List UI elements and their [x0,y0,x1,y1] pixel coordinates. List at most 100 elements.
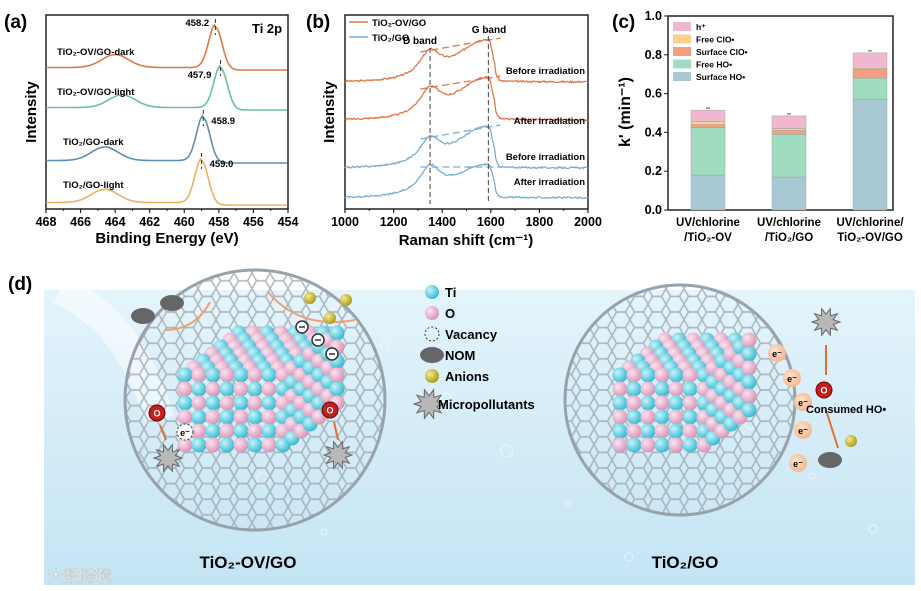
bar-segment-Surface HO• [771,176,807,211]
raman-spectrum-line [344,76,589,122]
ti-atom [612,395,628,411]
bubble [624,552,634,562]
category-label: /TiO₂/GO [765,232,813,244]
vacancy-legend-icon [424,326,440,342]
o-atom [668,409,684,425]
y-tick-label: 0.4 [645,125,662,139]
micropollutant-icon [810,307,842,337]
legend-label: Free ClO• [696,35,734,45]
panel-b-raman-chart: (b) Intensity Raman shift (cm⁻¹) 1000 1200 14… [306,12,602,249]
bubble [320,528,328,536]
trend-dashed-line [420,124,501,140]
peak-value-label: 458.9 [211,116,235,127]
peak-value-label: 458.2 [185,18,209,29]
ti-atom [191,409,207,425]
legend-label: NOM [445,348,475,363]
panel-c-bar-chart: (c) 0.0 0.2 0.4 0.6 0.8 1.0 k' (min⁻¹) UV/chlori… [612,9,904,244]
bar-segment-Surface ClO• [771,130,807,135]
legend-swatch [673,59,691,69]
panel-label: (b) [306,12,330,33]
electron-label: e⁻ [798,398,808,408]
ti-atom [177,367,193,383]
bubble [868,524,878,534]
o-atom [191,423,207,439]
y-axis-label: Intensity [321,81,338,143]
bar-segment-Surface HO• [852,99,888,211]
o-atom [177,409,193,425]
chart-title: Ti 2p [252,21,282,36]
series-label: Before irradiation [506,152,585,163]
series-label: After irradiation [514,177,585,188]
ti-atom [233,395,249,411]
electron-label: e⁻ [793,459,803,469]
legend-swatch [673,47,691,56]
bar-segment-Surface ClO• [690,124,726,128]
ti-atom [626,409,642,425]
o-atom [640,381,656,397]
x-tick-label: 456 [243,215,264,229]
x-tick-label: 1200 [380,215,408,229]
o-atom [261,381,277,397]
bubble [380,340,390,350]
tio2-crystal [612,332,757,453]
atom [741,388,757,404]
ti-legend-icon [425,285,439,299]
ti-atom [219,409,235,425]
ti-atom [640,367,656,383]
legend-label: Micropollutants [438,397,535,412]
series-label: Before irradiation [506,66,585,77]
o-atom [682,423,698,439]
x-tick-label: 2000 [574,215,602,229]
electron-label: e⁻ [787,374,797,384]
panel-a-xps-chart: (a) Ti 2p Intensity Binding Energy (eV) 468 4… [4,12,298,247]
o-atom [682,395,698,411]
oxygen-letter: O [153,409,160,419]
micropollutant-icon [152,443,184,473]
o-atom [205,381,221,397]
trend-dashed-line [420,37,501,53]
legend-label: TiO₂/GO [372,33,409,44]
series-label: TiO₂/GO-dark [63,137,124,148]
o-atom [612,381,628,397]
y-tick-label: 0.8 [645,48,662,62]
o-atom [626,367,642,383]
panel-label: (d) [8,274,32,295]
x-tick-label: 1400 [428,215,456,229]
anion-legend-icon [425,369,439,383]
o-atom [219,423,235,439]
ti-atom [654,409,670,425]
electron-icon [783,369,801,387]
legend-label: Surface ClO• [696,47,748,57]
raman-spectrum-line [344,162,589,200]
x-tick-label: 462 [139,215,160,229]
ti-atom [261,367,277,383]
ti-atom [626,381,642,397]
series-label: TiO₂-OV/GO-light [57,87,135,98]
d-band-label: D band [403,36,437,47]
legend-label: Vacancy [445,327,498,342]
ti-atom [640,423,656,439]
electron-icon [794,421,812,439]
ti-atom [261,423,277,439]
o-atom [233,409,249,425]
hydroxyl-radical-icon [815,381,833,399]
ti-atom [247,381,263,397]
legend-label: Free HO• [696,60,732,70]
y-tick-label: 0.6 [645,87,662,101]
o-atom [177,381,193,397]
electron-icon [794,393,812,411]
electron-label: e⁻ [180,428,190,438]
o-atom [682,367,698,383]
consumed-ho-label: Consumed HO• [806,404,886,416]
peak-value-label: 459.0 [210,159,234,170]
ti-atom [219,381,235,397]
o-atom [233,381,249,397]
series-label: TiO₂-OV/GO-dark [57,47,135,58]
o-atom [612,409,628,425]
oxygen-letter: O [326,406,333,416]
nom-legend-icon [420,347,444,363]
bar-segment-Free HO• [690,127,726,176]
anion-icon [340,294,352,306]
x-axis-label: Binding Energy (eV) [95,230,238,247]
ti-atom [668,367,684,383]
